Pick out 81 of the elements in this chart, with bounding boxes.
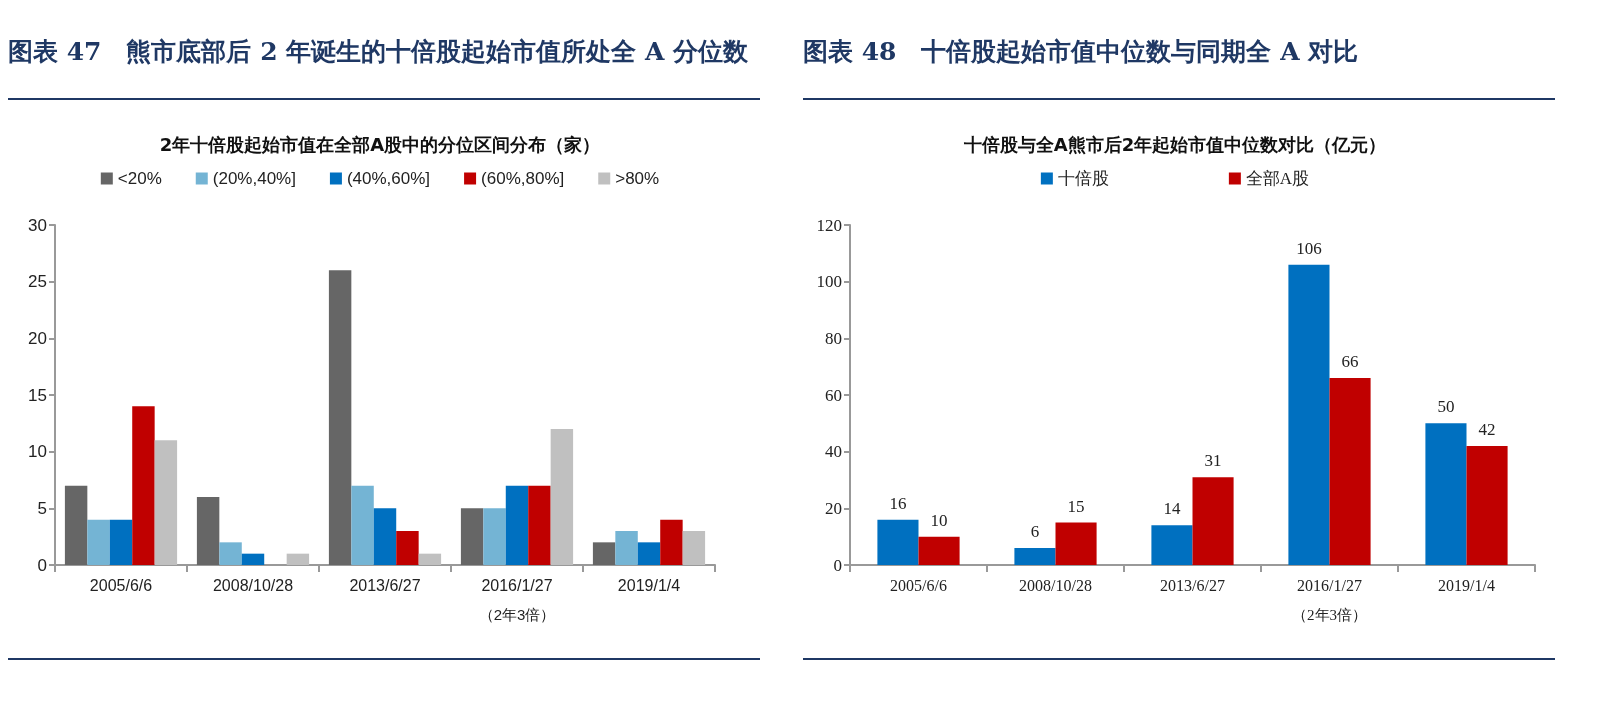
bar: [241, 553, 265, 565]
data-label: 6: [1030, 522, 1040, 541]
x-tick-label: 2008/10/28: [212, 576, 294, 594]
y-tick-label: 0: [833, 555, 842, 575]
bar: [1425, 423, 1467, 565]
bar: [87, 519, 110, 565]
data-label: 14: [1163, 499, 1181, 519]
bar: [351, 485, 374, 565]
bar: [682, 531, 706, 565]
bar: [1014, 548, 1056, 565]
legend-label: 全部A股: [1245, 169, 1310, 188]
legend-label: (60%,80%]: [481, 169, 565, 188]
legend-label: (20%,40%]: [212, 169, 296, 188]
legend-label: (40%,60%]: [346, 169, 431, 188]
bar: [1055, 522, 1097, 565]
bar: [592, 542, 616, 565]
x-tick-label: 2005/6/6: [89, 576, 153, 594]
chart-title: 图表 48 十倍股起始市值中位数与同期全 A 对比: [803, 6, 1555, 100]
bar: [1466, 446, 1508, 565]
bar: [483, 508, 506, 565]
y-tick-label: 5: [37, 498, 47, 518]
bar: [877, 519, 919, 565]
bar: [154, 440, 178, 565]
x-tick-label: 2019/1/4: [617, 576, 681, 594]
x-tick-label: 2013/6/27: [349, 576, 421, 594]
bar: [615, 531, 638, 565]
chart-title: 图表 47 熊市底部后 2 年诞生的十倍股起始市值所处全 A 分位数: [8, 6, 760, 100]
y-tick-label: 15: [28, 385, 47, 405]
y-tick-label: 40: [825, 442, 842, 462]
bar: [196, 497, 220, 565]
bar: [505, 485, 529, 565]
data-label: 66: [1341, 352, 1359, 371]
bar: [1151, 525, 1193, 565]
y-tick-label: 100: [816, 272, 842, 292]
bar: [918, 536, 960, 565]
bar: [132, 406, 155, 565]
data-label: 15: [1067, 496, 1085, 516]
text: （2年3倍）: [478, 606, 556, 623]
y-tick-label: 10: [28, 442, 47, 462]
chart-subtitle: 2年十倍股起始市值在全部A股中的分位区间分布（家）: [159, 133, 601, 155]
bar: [418, 553, 442, 565]
bar: [550, 429, 574, 565]
legend-label: 十倍股: [1057, 169, 1109, 188]
data-label: 16: [889, 493, 907, 513]
bar: [286, 553, 310, 565]
y-tick-label: 60: [825, 385, 842, 405]
y-tick-label: 120: [816, 215, 842, 235]
text: （2年3倍）: [1292, 606, 1367, 623]
bar: [1192, 477, 1234, 565]
bar: [1329, 378, 1371, 565]
legend-label: >80%: [615, 169, 660, 188]
data-label: 31: [1204, 451, 1222, 471]
data-label: 50: [1437, 397, 1455, 417]
x-tick-label: 2016/1/27: [1297, 576, 1362, 594]
y-tick-label: 25: [28, 272, 47, 292]
bar: [396, 531, 419, 565]
y-tick-label: 20: [28, 328, 47, 348]
data-label: 42: [1478, 420, 1496, 439]
chart-subtitle: 十倍股与全A熊市后2年起始市值中位数对比（亿元）: [962, 133, 1387, 155]
bar: [328, 270, 352, 565]
bar: [109, 519, 133, 565]
data-label: 106: [1296, 238, 1322, 258]
data-label: 10: [930, 510, 948, 530]
bar: [1288, 264, 1330, 565]
bar: [64, 485, 88, 565]
y-tick-label: 0: [37, 555, 47, 575]
y-tick-label: 20: [825, 498, 842, 518]
bar: [637, 542, 661, 565]
bar: [660, 519, 683, 565]
bar: [528, 485, 551, 565]
x-tick-label: 2008/10/28: [1019, 576, 1092, 594]
bar: [219, 542, 242, 565]
legend-label: <20%: [117, 169, 162, 188]
x-tick-label: 2013/6/27: [1160, 576, 1225, 594]
x-tick-label: 2005/6/6: [890, 576, 947, 594]
y-tick-label: 30: [28, 215, 47, 235]
bar: [460, 508, 484, 565]
x-tick-label: 2016/1/27: [481, 576, 553, 594]
bar: [373, 508, 397, 565]
y-tick-label: 80: [825, 328, 842, 348]
x-tick-label: 2019/1/4: [1438, 576, 1495, 594]
